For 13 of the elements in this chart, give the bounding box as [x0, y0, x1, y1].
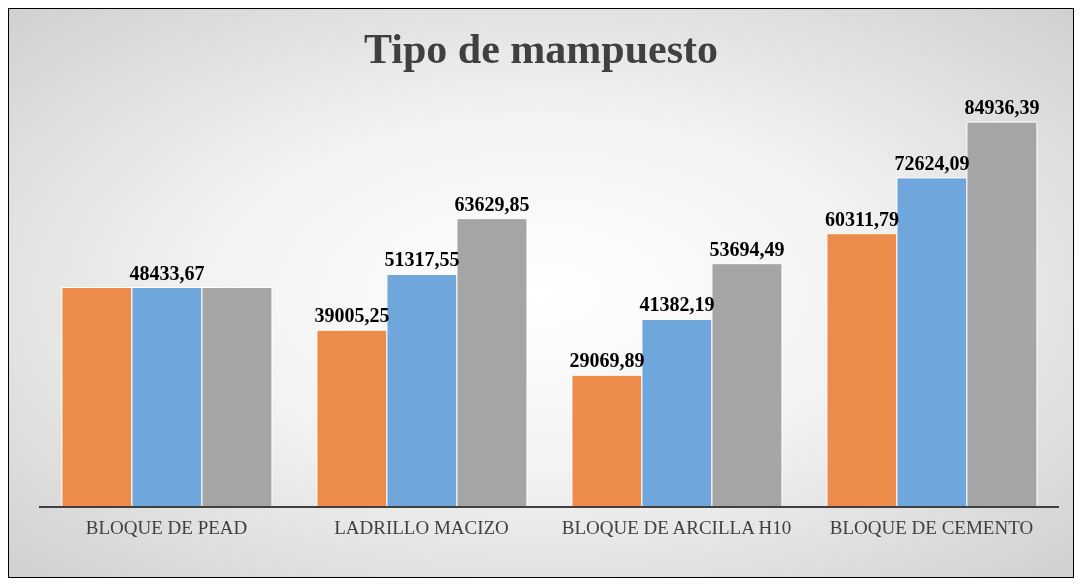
- data-label: 41382,19: [639, 293, 715, 316]
- x-tick-label: BLOQUE DE ARCILLA H10: [561, 517, 792, 539]
- x-tick-label: BLOQUE DE CEMENTO: [829, 517, 1034, 539]
- data-label: 53694,49: [709, 237, 785, 260]
- data-label: 72624,09: [894, 151, 970, 174]
- data-label: 48433,67: [129, 261, 205, 284]
- data-label: 51317,55: [384, 248, 460, 271]
- x-tick-label: LADRILLO MACIZO: [334, 517, 509, 539]
- data-label: 63629,85: [454, 192, 530, 215]
- chart-title: Tipo de mampuesto: [363, 25, 719, 74]
- x-tick-label: BLOQUE DE PEAD: [85, 517, 248, 539]
- data-label: 60311,79: [825, 207, 899, 230]
- data-label: 84936,39: [964, 96, 1040, 119]
